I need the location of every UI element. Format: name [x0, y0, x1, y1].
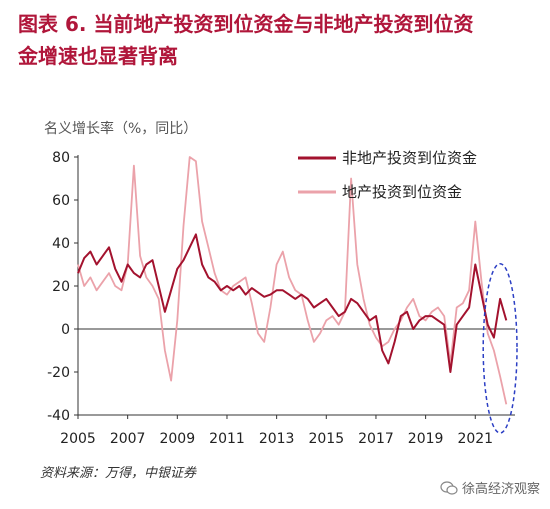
figure-number: 图表 6. [18, 12, 87, 36]
y-tick-label: 80 [52, 150, 70, 166]
x-tick-label: 2015 [308, 431, 344, 447]
wechat-icon [440, 480, 458, 495]
x-tick-label: 2021 [457, 431, 493, 447]
y-axis-label: 名义增长率（%，同比） [44, 121, 198, 137]
line-chart: -40 -20 0 20 40 60 80 2005 2007 2009 2011 2013 2015 2… [47, 149, 518, 447]
watermark-text: 徐高经济观察 [461, 482, 540, 497]
highlight-ellipse [482, 262, 518, 434]
y-tick-label: -20 [47, 365, 70, 381]
legend-label: 地产投资到位资金 [342, 183, 462, 201]
title-line-1: 当前地产投资到位资金与非地产投资到位资 [93, 12, 474, 36]
y-tick-label: 20 [52, 279, 70, 295]
x-tick-label: 2019 [408, 431, 444, 447]
y-tick-label: 0 [61, 322, 70, 338]
y-tick-label: 40 [52, 236, 70, 252]
x-tick-label: 2007 [110, 431, 146, 447]
figure-title: 图表 6. 当前地产投资到位资金与非地产投资到位资 金增速也显著背离 [18, 8, 538, 72]
series-line-non-real-estate [77, 233, 508, 373]
watermark: 徐高经济观察 [440, 478, 540, 497]
x-tick-label: 2017 [358, 431, 394, 447]
x-tick-label: 2013 [259, 431, 295, 447]
source-note: 资料来源：万得，中银证券 [40, 466, 197, 481]
x-tick-label: 2005 [60, 431, 96, 447]
y-tick-label: 60 [52, 193, 70, 209]
y-tick-label: -40 [47, 408, 70, 424]
legend-label: 非地产投资到位资金 [342, 149, 477, 167]
x-tick-label: 2011 [209, 431, 245, 447]
title-line-2: 金增速也显著背离 [18, 44, 178, 68]
series-line-real-estate [77, 156, 508, 405]
x-tick-label: 2009 [159, 431, 195, 447]
